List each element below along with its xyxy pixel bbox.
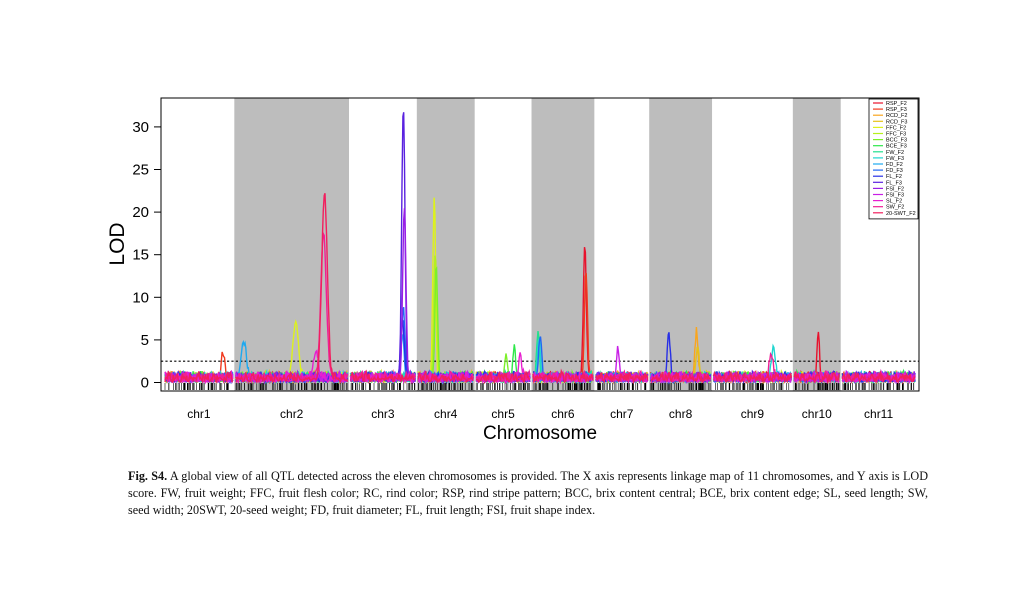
curve-20-SWT_F2-chr9 [712, 370, 792, 384]
legend-label-FSI_F2: FSI_F2 [886, 186, 904, 192]
markers-chr8 [650, 383, 711, 390]
markers-chr7 [597, 383, 647, 390]
curve-SL_F2-chr2 [235, 349, 349, 385]
x-axis-title: Chromosome [483, 423, 597, 444]
legend-label-FFC_F2: FFC_F2 [886, 125, 906, 131]
curve-20-SWT_F2-chr3 [350, 369, 416, 383]
legend-label-FW_F2: FW_F2 [886, 150, 904, 156]
markers-chr10 [795, 383, 840, 390]
x-tick-label-chr9: chr9 [741, 407, 765, 421]
legend-label-RCD_F3: RCD_F3 [886, 119, 907, 125]
y-axis-title: LOD [106, 222, 129, 265]
x-tick-label-chr4: chr4 [434, 407, 458, 421]
curve-20-SWT_F2-chr10 [793, 371, 840, 385]
curve-20-SWT_F2-chr4 [417, 370, 474, 384]
legend: RSP_F2RSP_F3RCD_F2RCD_F3FFC_F2FFC_F3BCC_… [868, 98, 919, 220]
marker-rug [164, 383, 915, 390]
legend-label-SW_F2: SW_F2 [886, 205, 904, 211]
x-tick-label-chr10: chr10 [802, 407, 832, 421]
legend-label-RCD_F2: RCD_F2 [886, 113, 907, 119]
curve-20-SWT_F2-chr7 [595, 371, 649, 385]
band-chr2 [234, 98, 350, 391]
curve-20-SWT_F2-chr6 [532, 368, 594, 385]
y-tick-label-20: 20 [132, 204, 149, 221]
markers-chr5 [475, 383, 530, 390]
y-tick-label-10: 10 [132, 289, 149, 306]
y-tick-label-0: 0 [141, 375, 149, 392]
legend-label-20-SWT_F2: 20-SWT_F2 [886, 211, 916, 217]
legend-label-FFC_F3: FFC_F3 [886, 132, 906, 138]
markers-chr2 [235, 383, 348, 390]
curve-20-SWT_F2-chr5 [475, 370, 530, 384]
y-tick-label-30: 30 [132, 119, 149, 136]
x-tick-label-chr6: chr6 [551, 407, 575, 421]
plot-frame [160, 97, 920, 392]
legend-label-SL_F2: SL_F2 [886, 199, 902, 205]
curve-20-SWT_F2-chr11 [841, 370, 916, 384]
y-tick-label-5: 5 [141, 332, 149, 349]
curve-20-SWT_F2-chr2 [235, 193, 349, 384]
x-axis: chr1 chr2 chr3 chr4 chr5 chr6 chr7 chr8 chr9 chr1… [187, 407, 893, 421]
x-tick-label-chr3: chr3 [371, 407, 395, 421]
curve-20-SWT_F2-chr8 [650, 371, 711, 384]
legend-label-RSP_F3: RSP_F3 [886, 107, 907, 113]
legend-label-FD_F2: FD_F2 [886, 162, 903, 168]
band-chr8 [649, 98, 713, 391]
markers-chr1 [164, 383, 229, 390]
y-tick-label-25: 25 [132, 162, 149, 179]
markers-chr6 [533, 383, 591, 390]
legend-box [868, 98, 919, 220]
lod-curves [164, 112, 916, 385]
legend-label-FL_F3: FL_F3 [886, 180, 902, 186]
figure-caption: Fig. S4. A global view of all QTL detect… [128, 468, 928, 519]
curve-SW_F2-chr3 [349, 369, 416, 384]
caption-text: A global view of all QTL detected across… [128, 469, 928, 517]
caption-lead: Fig. S4. [128, 469, 168, 483]
x-tick-label-chr7: chr7 [610, 407, 634, 421]
markers-chr3 [350, 383, 416, 390]
x-tick-label-chr8: chr8 [669, 407, 693, 421]
curve-SW_F2-chr8 [650, 371, 711, 384]
legend-label-RSP_F2: RSP_F2 [886, 101, 907, 107]
legend-label-BCC_F3: BCC_F3 [886, 138, 907, 144]
curve-20-SWT_F2-chr1 [164, 370, 233, 385]
y-axis: 0 5 10 15 20 25 30 [132, 119, 161, 392]
legend-label-BCE_F3: BCE_F3 [886, 144, 907, 150]
legend-label-FD_F3: FD_F3 [886, 168, 903, 174]
legend-label-FSI_F3: FSI_F3 [886, 193, 904, 199]
x-tick-label-chr1: chr1 [187, 407, 211, 421]
y-tick-label-15: 15 [132, 247, 149, 264]
markers-chr4 [418, 383, 474, 390]
legend-label-FW_F3: FW_F3 [886, 156, 904, 162]
x-tick-label-chr2: chr2 [280, 407, 304, 421]
series-20-SWT_F2 [164, 193, 916, 385]
markers-chr9 [715, 383, 790, 390]
x-tick-label-chr5: chr5 [491, 407, 515, 421]
legend-label-FL_F2: FL_F2 [886, 174, 902, 180]
band-chr4 [416, 98, 475, 391]
markers-chr11 [842, 383, 915, 390]
x-tick-label-chr11: chr11 [864, 407, 893, 421]
